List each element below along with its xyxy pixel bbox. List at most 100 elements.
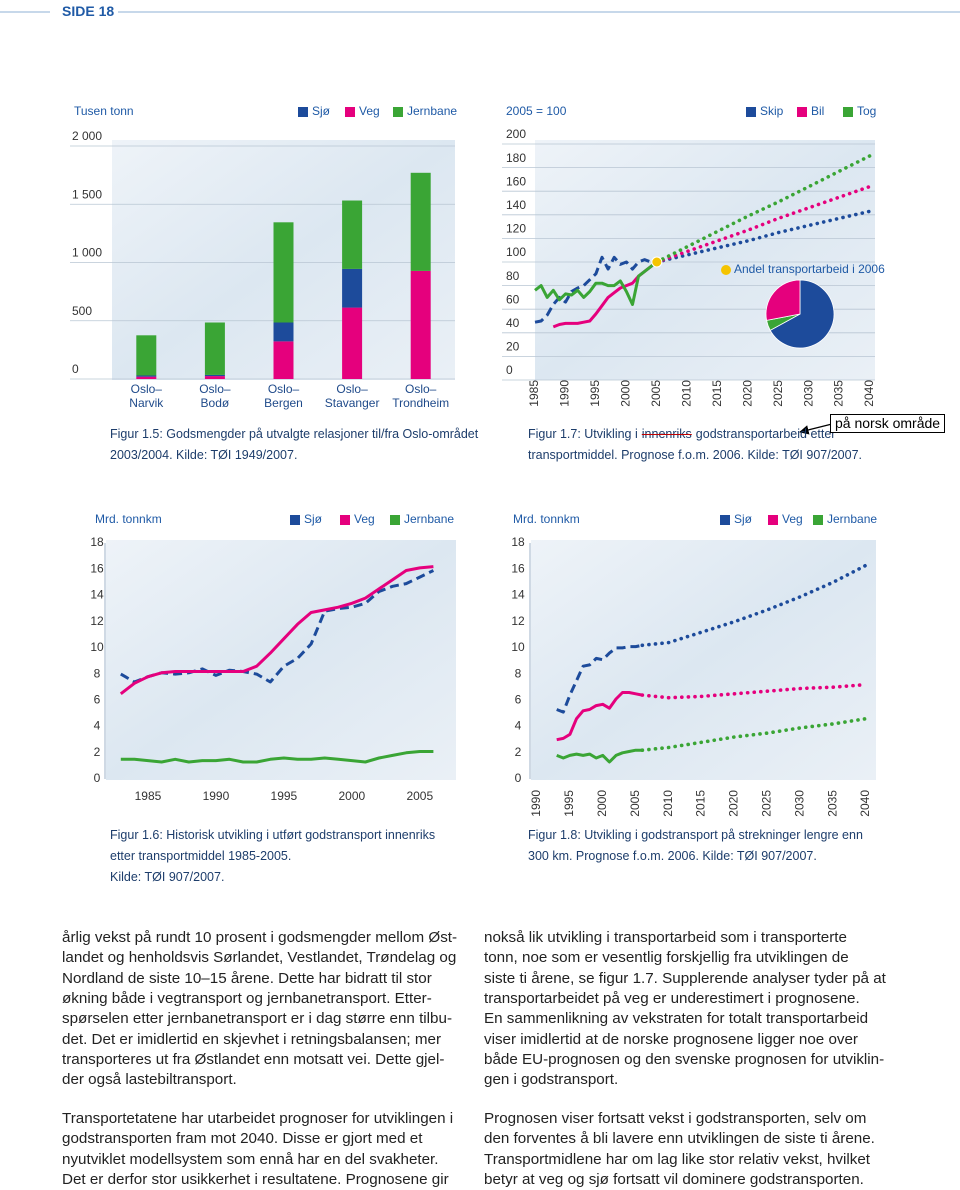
page-number: SIDE 18 xyxy=(62,3,115,19)
series-line xyxy=(534,260,658,306)
legend-label: Veg xyxy=(354,512,375,526)
y-tick-label: 0 xyxy=(72,362,79,376)
legend-swatch xyxy=(797,107,807,117)
bar-segment xyxy=(204,376,225,379)
legend-swatch xyxy=(298,107,308,117)
x-tick-label: 2015 xyxy=(694,790,708,817)
legend-swatch xyxy=(843,107,853,117)
y-tick-label: 100 xyxy=(506,245,526,259)
x-tick-label: 1995 xyxy=(271,789,298,803)
body-text: Transportetatene har utarbeidet prognose… xyxy=(62,1110,454,1127)
y-tick-label: 18 xyxy=(90,535,104,549)
body-text: Transportmidlene har om lag like stor re… xyxy=(484,1150,871,1168)
legend-swatch xyxy=(746,107,756,117)
series-line xyxy=(556,643,643,714)
y-axis-label: Tusen tonn xyxy=(74,104,134,118)
caption-text: godstransportarbeid etter xyxy=(695,427,836,441)
caption-line: Figur 1.8: Utvikling i godstransport på … xyxy=(528,828,863,842)
y-tick-label: 1 000 xyxy=(72,246,102,260)
y-tick-label: 80 xyxy=(506,269,520,283)
y-tick-label: 2 000 xyxy=(72,129,102,143)
x-tick-label: 1985 xyxy=(135,789,162,803)
body-text: transportarbeidet på veg er underestimer… xyxy=(484,989,860,1007)
body-text: gen i godstransport. xyxy=(484,1071,619,1089)
photo-background xyxy=(535,140,875,380)
y-tick-label: 16 xyxy=(511,561,525,575)
bar-segment xyxy=(204,322,225,375)
bar-segment xyxy=(273,222,294,323)
legend-label: Sjø xyxy=(734,512,753,526)
annotation: på norsk område xyxy=(830,414,946,433)
legend-label: Veg xyxy=(782,512,803,526)
y-tick-label: 0 xyxy=(515,771,522,785)
y-tick-label: 0 xyxy=(506,363,513,377)
x-tick-label: 2030 xyxy=(792,790,806,817)
x-tick-label: 2030 xyxy=(801,380,815,407)
body-text: både EU-prognosen og den svenske prognos… xyxy=(484,1050,885,1068)
x-tick-label: Oslo– Stavanger xyxy=(324,382,380,410)
y-tick-label: 8 xyxy=(515,666,522,680)
bar-segment xyxy=(410,270,431,379)
y-tick-label: 60 xyxy=(506,292,520,306)
legend-label: Sjø xyxy=(304,512,323,526)
body-text: tonn, noe som er vesentlig forskjellig f… xyxy=(484,949,849,967)
body-text: godstransporten fram mot 2040. Disse er … xyxy=(62,1130,423,1148)
x-tick-label: 2020 xyxy=(740,380,754,407)
charts: Tusen tonn Sjø Veg Jernbane 0 500 1 000 1 500 2 … xyxy=(0,11,960,817)
legend-dot xyxy=(721,265,731,275)
x-tick-label: 1990 xyxy=(203,789,230,803)
x-tick-label: 2000 xyxy=(619,380,633,407)
x-tick-label: 2010 xyxy=(679,380,693,407)
y-tick-label: 10 xyxy=(90,640,104,654)
legend-label: Bil xyxy=(811,104,824,118)
y-tick-label: 6 xyxy=(94,693,101,707)
caption-line: 300 km. Prognose f.o.m. 2006. Kilde: TØI… xyxy=(528,849,817,863)
y-tick-label: 12 xyxy=(90,614,104,628)
y-tick-label: 1 500 xyxy=(72,187,102,201)
caption-line: Figur 1.6: Historisk utvikling i utført … xyxy=(110,828,436,842)
legend-swatch xyxy=(720,515,730,525)
bar-segment xyxy=(273,322,294,342)
x-tick-label: 2035 xyxy=(832,380,846,407)
bar-segment xyxy=(204,374,225,377)
caption-line: Kilde: TØI 907/2007. xyxy=(110,870,225,884)
y-tick-label: 180 xyxy=(506,151,526,165)
body-text: Prognosen viser fortsatt vekst i godstra… xyxy=(484,1110,867,1127)
series-line xyxy=(640,563,868,648)
x-tick-label: 2025 xyxy=(759,790,773,817)
x-tick-label: Oslo– Bodø xyxy=(199,382,231,410)
legend-label: Tog xyxy=(857,104,876,118)
body-text: den forventes å bli lavere enn utvikling… xyxy=(484,1130,875,1148)
legend-swatch xyxy=(393,107,403,117)
y-tick-label: 2 xyxy=(94,745,101,759)
body-text: spørselen etter jernbanetransport er i d… xyxy=(62,1010,453,1028)
legend-label: Jernbane xyxy=(404,512,454,526)
bar-segment xyxy=(136,335,157,376)
body-text: viser imidlertid at de norske prognosene… xyxy=(484,1030,858,1048)
y-tick-label: 140 xyxy=(506,198,526,212)
x-tick-label: 2005 xyxy=(406,789,433,803)
photo-background xyxy=(531,540,876,780)
x-tick-label: Oslo– Narvik xyxy=(129,382,164,410)
y-tick-label: 14 xyxy=(511,588,525,602)
y-tick-label: 4 xyxy=(94,719,101,733)
body-text: landet og henholdsvis Sørlandet, Vestlan… xyxy=(62,949,457,967)
caption-line: Figur 1.5: Godsmengder på utvalgte relas… xyxy=(110,427,479,441)
y-tick-label: 500 xyxy=(72,304,92,318)
y-tick-label: 8 xyxy=(94,666,101,680)
x-tick-label: 2015 xyxy=(710,380,724,407)
body-text: siste ti årene, se figur 1.7. Supplerend… xyxy=(484,969,886,987)
y-tick-label: 10 xyxy=(511,640,525,654)
x-tick-label: Oslo– Bergen xyxy=(264,382,303,410)
forecast-marker xyxy=(651,256,663,268)
legend-label: Sjø xyxy=(312,104,331,118)
body-text: nyutviklet modellsystem som ennå har en … xyxy=(62,1150,439,1168)
x-tick-label: 2000 xyxy=(339,789,366,803)
y-tick-label: 20 xyxy=(506,340,520,354)
y-tick-label: 6 xyxy=(515,693,522,707)
bar-segment xyxy=(342,268,363,308)
pie-slice xyxy=(765,279,801,321)
x-tick-label: 2010 xyxy=(661,790,675,817)
y-tick-label: 200 xyxy=(506,127,526,141)
